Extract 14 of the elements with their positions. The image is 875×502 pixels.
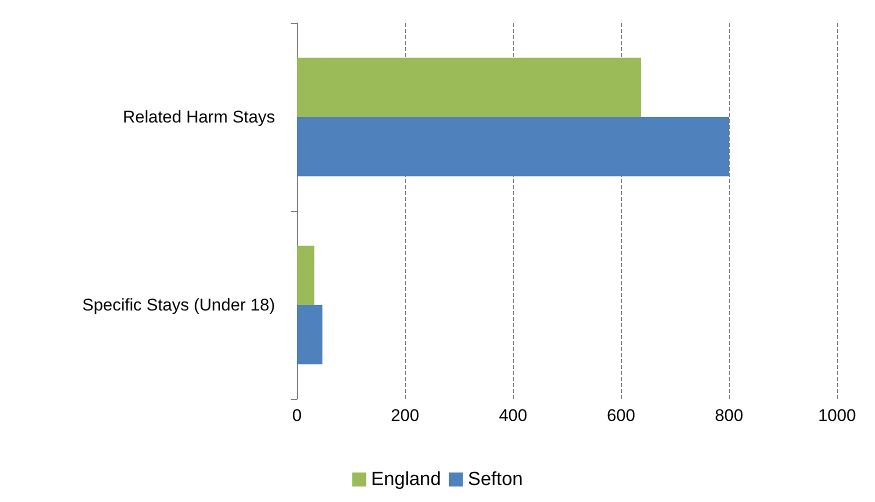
bar bbox=[297, 58, 641, 117]
legend-label: Sefton bbox=[468, 469, 523, 490]
bar bbox=[297, 117, 729, 176]
x-tick-label: 1000 bbox=[818, 406, 856, 425]
x-tick-label: 0 bbox=[292, 406, 302, 425]
x-tick-label: 600 bbox=[606, 406, 636, 425]
x-tick-label: 800 bbox=[714, 406, 744, 425]
bar bbox=[297, 305, 322, 364]
x-tick-label: 400 bbox=[498, 406, 528, 425]
y-tick-label: Related Harm Stays bbox=[122, 108, 275, 126]
y-tick-label: Specific Stays (Under 18) bbox=[82, 296, 275, 314]
bar bbox=[297, 246, 314, 305]
legend-label: England bbox=[371, 469, 441, 490]
x-tick-label: 200 bbox=[390, 406, 420, 425]
